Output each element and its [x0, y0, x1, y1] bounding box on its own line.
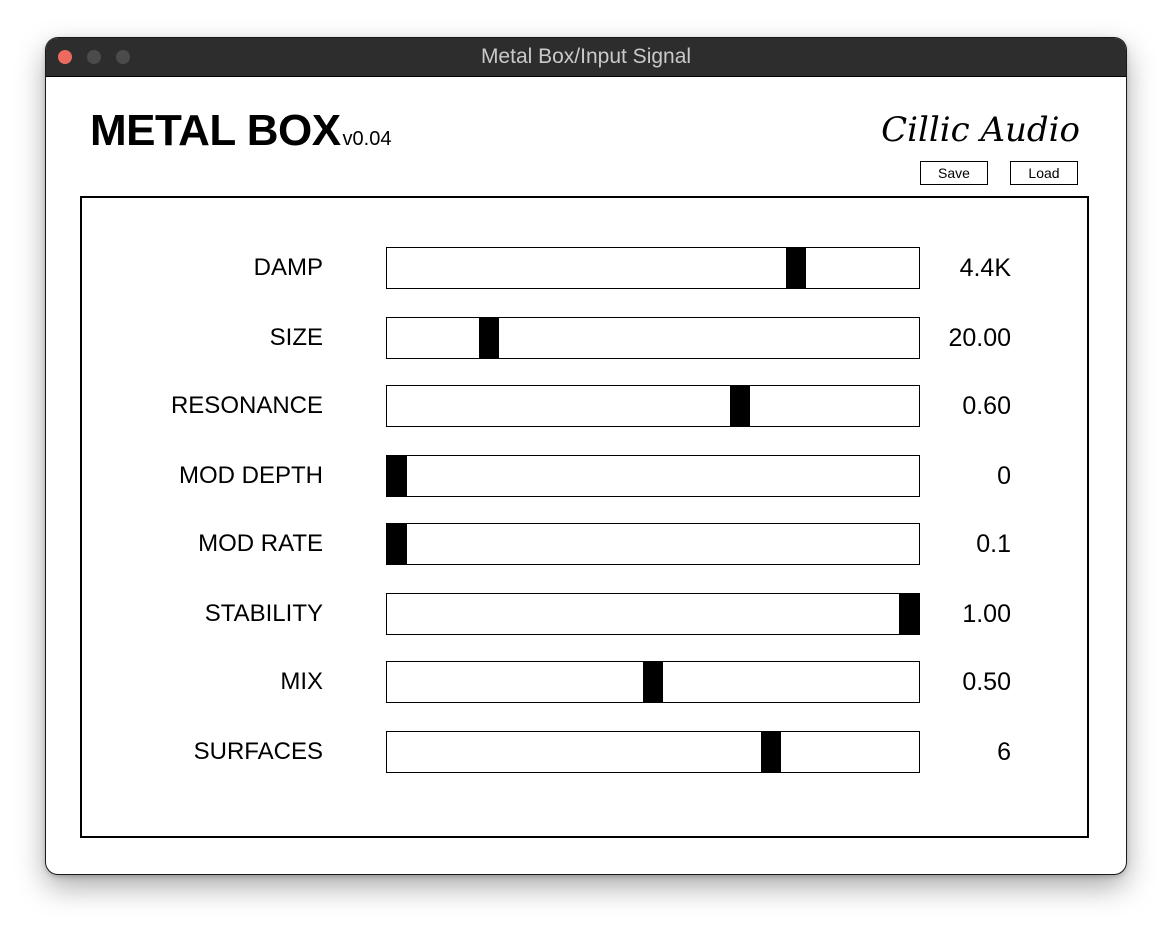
param-row-stability: STABILITY 1.00	[82, 593, 1087, 635]
param-label: RESONANCE	[170, 392, 323, 419]
param-label: SIZE	[269, 324, 323, 351]
mod-rate-slider[interactable]	[386, 523, 920, 565]
resonance-slider[interactable]	[386, 385, 920, 427]
param-row-resonance: RESONANCE 0.60	[82, 385, 1087, 427]
mod-depth-slider[interactable]	[386, 455, 920, 497]
stability-slider[interactable]	[386, 593, 920, 635]
damp-slider[interactable]	[386, 247, 920, 289]
save-button[interactable]: Save	[920, 161, 988, 185]
slider-thumb[interactable]	[761, 732, 781, 772]
minimize-window-button[interactable]	[87, 50, 101, 64]
window-title: Metal Box/Input Signal	[480, 45, 692, 68]
slider-thumb[interactable]	[387, 456, 407, 496]
param-value: 0.60	[962, 392, 1011, 420]
param-row-surfaces: SURFACES 6	[82, 731, 1087, 773]
param-label: STABILITY	[204, 600, 323, 627]
title-bar[interactable]: Metal Box/Input Signal	[46, 38, 1126, 77]
param-row-damp: DAMP 4.4K	[82, 247, 1087, 289]
param-value: 6	[997, 738, 1011, 766]
vendor-logo: Cillic Audio	[881, 110, 1080, 150]
product-version: v0.04	[342, 128, 392, 150]
param-label: MIX	[280, 668, 323, 695]
slider-thumb[interactable]	[643, 662, 663, 702]
parameter-panel: DAMP 4.4K SIZE 20.00 RESONANCE 0.60 MOD …	[80, 196, 1089, 838]
slider-thumb[interactable]	[387, 524, 407, 564]
slider-thumb[interactable]	[786, 248, 806, 288]
param-label: MOD DEPTH	[179, 462, 323, 489]
size-slider[interactable]	[386, 317, 920, 359]
param-row-size: SIZE 20.00	[82, 317, 1087, 359]
param-label: DAMP	[253, 254, 323, 281]
close-window-button[interactable]	[58, 50, 72, 64]
maximize-window-button[interactable]	[116, 50, 130, 64]
param-value: 20.00	[948, 324, 1011, 352]
plugin-window: Metal Box/Input Signal METAL BOX v0.04 Ci…	[46, 38, 1126, 874]
param-label: MOD RATE	[198, 530, 323, 557]
slider-thumb[interactable]	[479, 318, 499, 358]
product-brand: METAL BOX v0.04	[90, 106, 391, 156]
param-value: 4.4K	[959, 254, 1011, 282]
load-button[interactable]: Load	[1010, 161, 1078, 185]
product-name: METAL BOX	[90, 106, 341, 155]
slider-thumb[interactable]	[730, 386, 750, 426]
param-row-mix: MIX 0.50	[82, 661, 1087, 703]
param-value: 1.00	[962, 600, 1011, 628]
param-value: 0.50	[962, 668, 1011, 696]
param-row-mod-depth: MOD DEPTH 0	[82, 455, 1087, 497]
slider-thumb[interactable]	[899, 594, 919, 634]
param-row-mod-rate: MOD RATE 0.1	[82, 523, 1087, 565]
surfaces-slider[interactable]	[386, 731, 920, 773]
param-label: SURFACES	[193, 738, 323, 765]
mix-slider[interactable]	[386, 661, 920, 703]
param-value: 0.1	[976, 530, 1011, 558]
param-value: 0	[997, 462, 1011, 490]
